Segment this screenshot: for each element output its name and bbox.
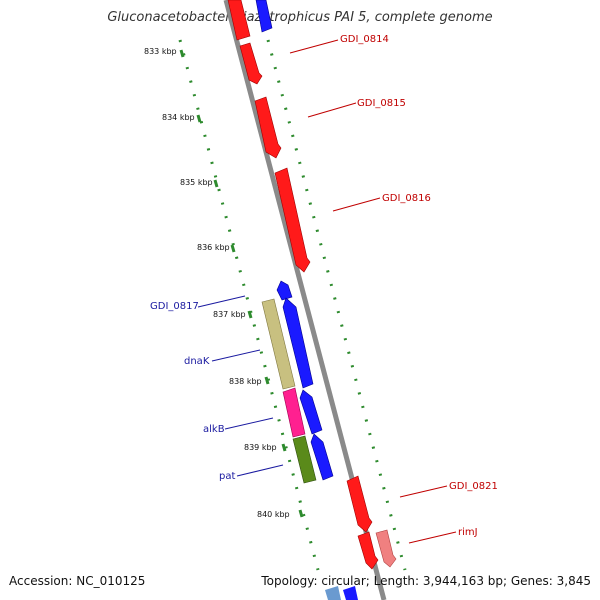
gene-label-GDI_0817[interactable]: GDI_0817 — [150, 301, 199, 312]
gene-label-dnaK[interactable]: dnaK — [184, 356, 210, 367]
gene-arrow-bottom-partial — [325, 586, 341, 600]
kbp-tick — [247, 310, 253, 319]
topology-text: Topology: circular; Length: 3,944,163 bp… — [261, 574, 591, 588]
accession-text: Accession: NC_010125 — [9, 574, 146, 588]
leader-GDI_0815 — [307, 102, 357, 118]
leader-GDI_0816 — [332, 197, 381, 212]
kbp-tick — [179, 49, 185, 58]
gene-arrow-reverse-mid[interactable] — [299, 389, 323, 435]
gene-label-alkB[interactable]: alkB — [203, 424, 225, 435]
gene-label-rimJ[interactable]: rimJ — [458, 527, 478, 538]
gene-label-GDI_0816[interactable]: GDI_0816 — [382, 193, 431, 204]
gene-arrow-alkB[interactable] — [282, 387, 306, 438]
kbp-label: 836 kbp — [197, 243, 230, 252]
kbp-ticks — [179, 49, 304, 518]
leader-dnaK — [211, 349, 261, 362]
gene-arrow-GDI_0821[interactable] — [346, 475, 373, 533]
kbp-label: 833 kbp — [144, 47, 177, 56]
kbp-tick — [213, 179, 219, 188]
kbp-label: 839 kbp — [244, 443, 277, 452]
gene-label-GDI_0821[interactable]: GDI_0821 — [449, 481, 498, 492]
kbp-label: 834 kbp — [162, 113, 195, 122]
gene-arrow-reverse-long[interactable] — [282, 297, 314, 389]
kbp-tick — [298, 509, 304, 518]
kbp-label: 838 kbp — [229, 377, 262, 386]
kbp-label: 837 kbp — [213, 310, 246, 319]
kbp-labels: 833 kbp 834 kbp 835 kbp 836 kbp 837 kbp … — [144, 47, 290, 519]
gene-arrows — [227, 0, 397, 600]
gene-labels: GDI_0814 GDI_0815 GDI_0816 GDI_0817 dnaK… — [150, 34, 498, 538]
leader-GDI_0814 — [289, 39, 339, 54]
leader-GDI_0821 — [399, 485, 448, 498]
kbp-label: 835 kbp — [180, 178, 213, 187]
gene-arrow-pat[interactable] — [292, 435, 317, 484]
gene-arrow-rimJ[interactable] — [375, 529, 397, 568]
leader-rimJ — [408, 531, 457, 544]
leader-GDI_0817 — [197, 295, 246, 308]
gene-label-GDI_0814[interactable]: GDI_0814 — [340, 34, 389, 45]
kbp-tick — [264, 376, 270, 385]
kbp-label: 840 kbp — [257, 510, 290, 519]
gene-arrow-dnaK[interactable] — [261, 298, 296, 390]
kbp-tick — [281, 443, 287, 452]
gene-arrow-reverse-partial[interactable] — [255, 0, 273, 33]
gene-arrow-reverse-low[interactable] — [310, 433, 334, 481]
leader-pat — [236, 464, 284, 477]
gene-label-pat[interactable]: pat — [219, 471, 235, 482]
gene-arrow-reverse-small[interactable] — [276, 280, 293, 301]
kbp-tick — [230, 244, 236, 253]
gene-arrow-GDI_0815[interactable] — [254, 96, 282, 159]
gene-arrow-forward-partial[interactable] — [227, 0, 251, 41]
gene-arrow-GDI_0814[interactable] — [239, 42, 263, 85]
kbp-tick — [196, 114, 202, 123]
gene-arrow-GDI_0816[interactable] — [274, 167, 311, 273]
genome-title: Gluconacetobacter diazotrophicus PAI 5, … — [107, 10, 493, 25]
leader-alkB — [224, 417, 274, 430]
gene-arrow-red-lower[interactable] — [357, 531, 379, 570]
label-leaders — [197, 39, 457, 544]
gene-arrow-bottom-partial — [343, 586, 358, 600]
gene-label-GDI_0815[interactable]: GDI_0815 — [357, 98, 406, 109]
